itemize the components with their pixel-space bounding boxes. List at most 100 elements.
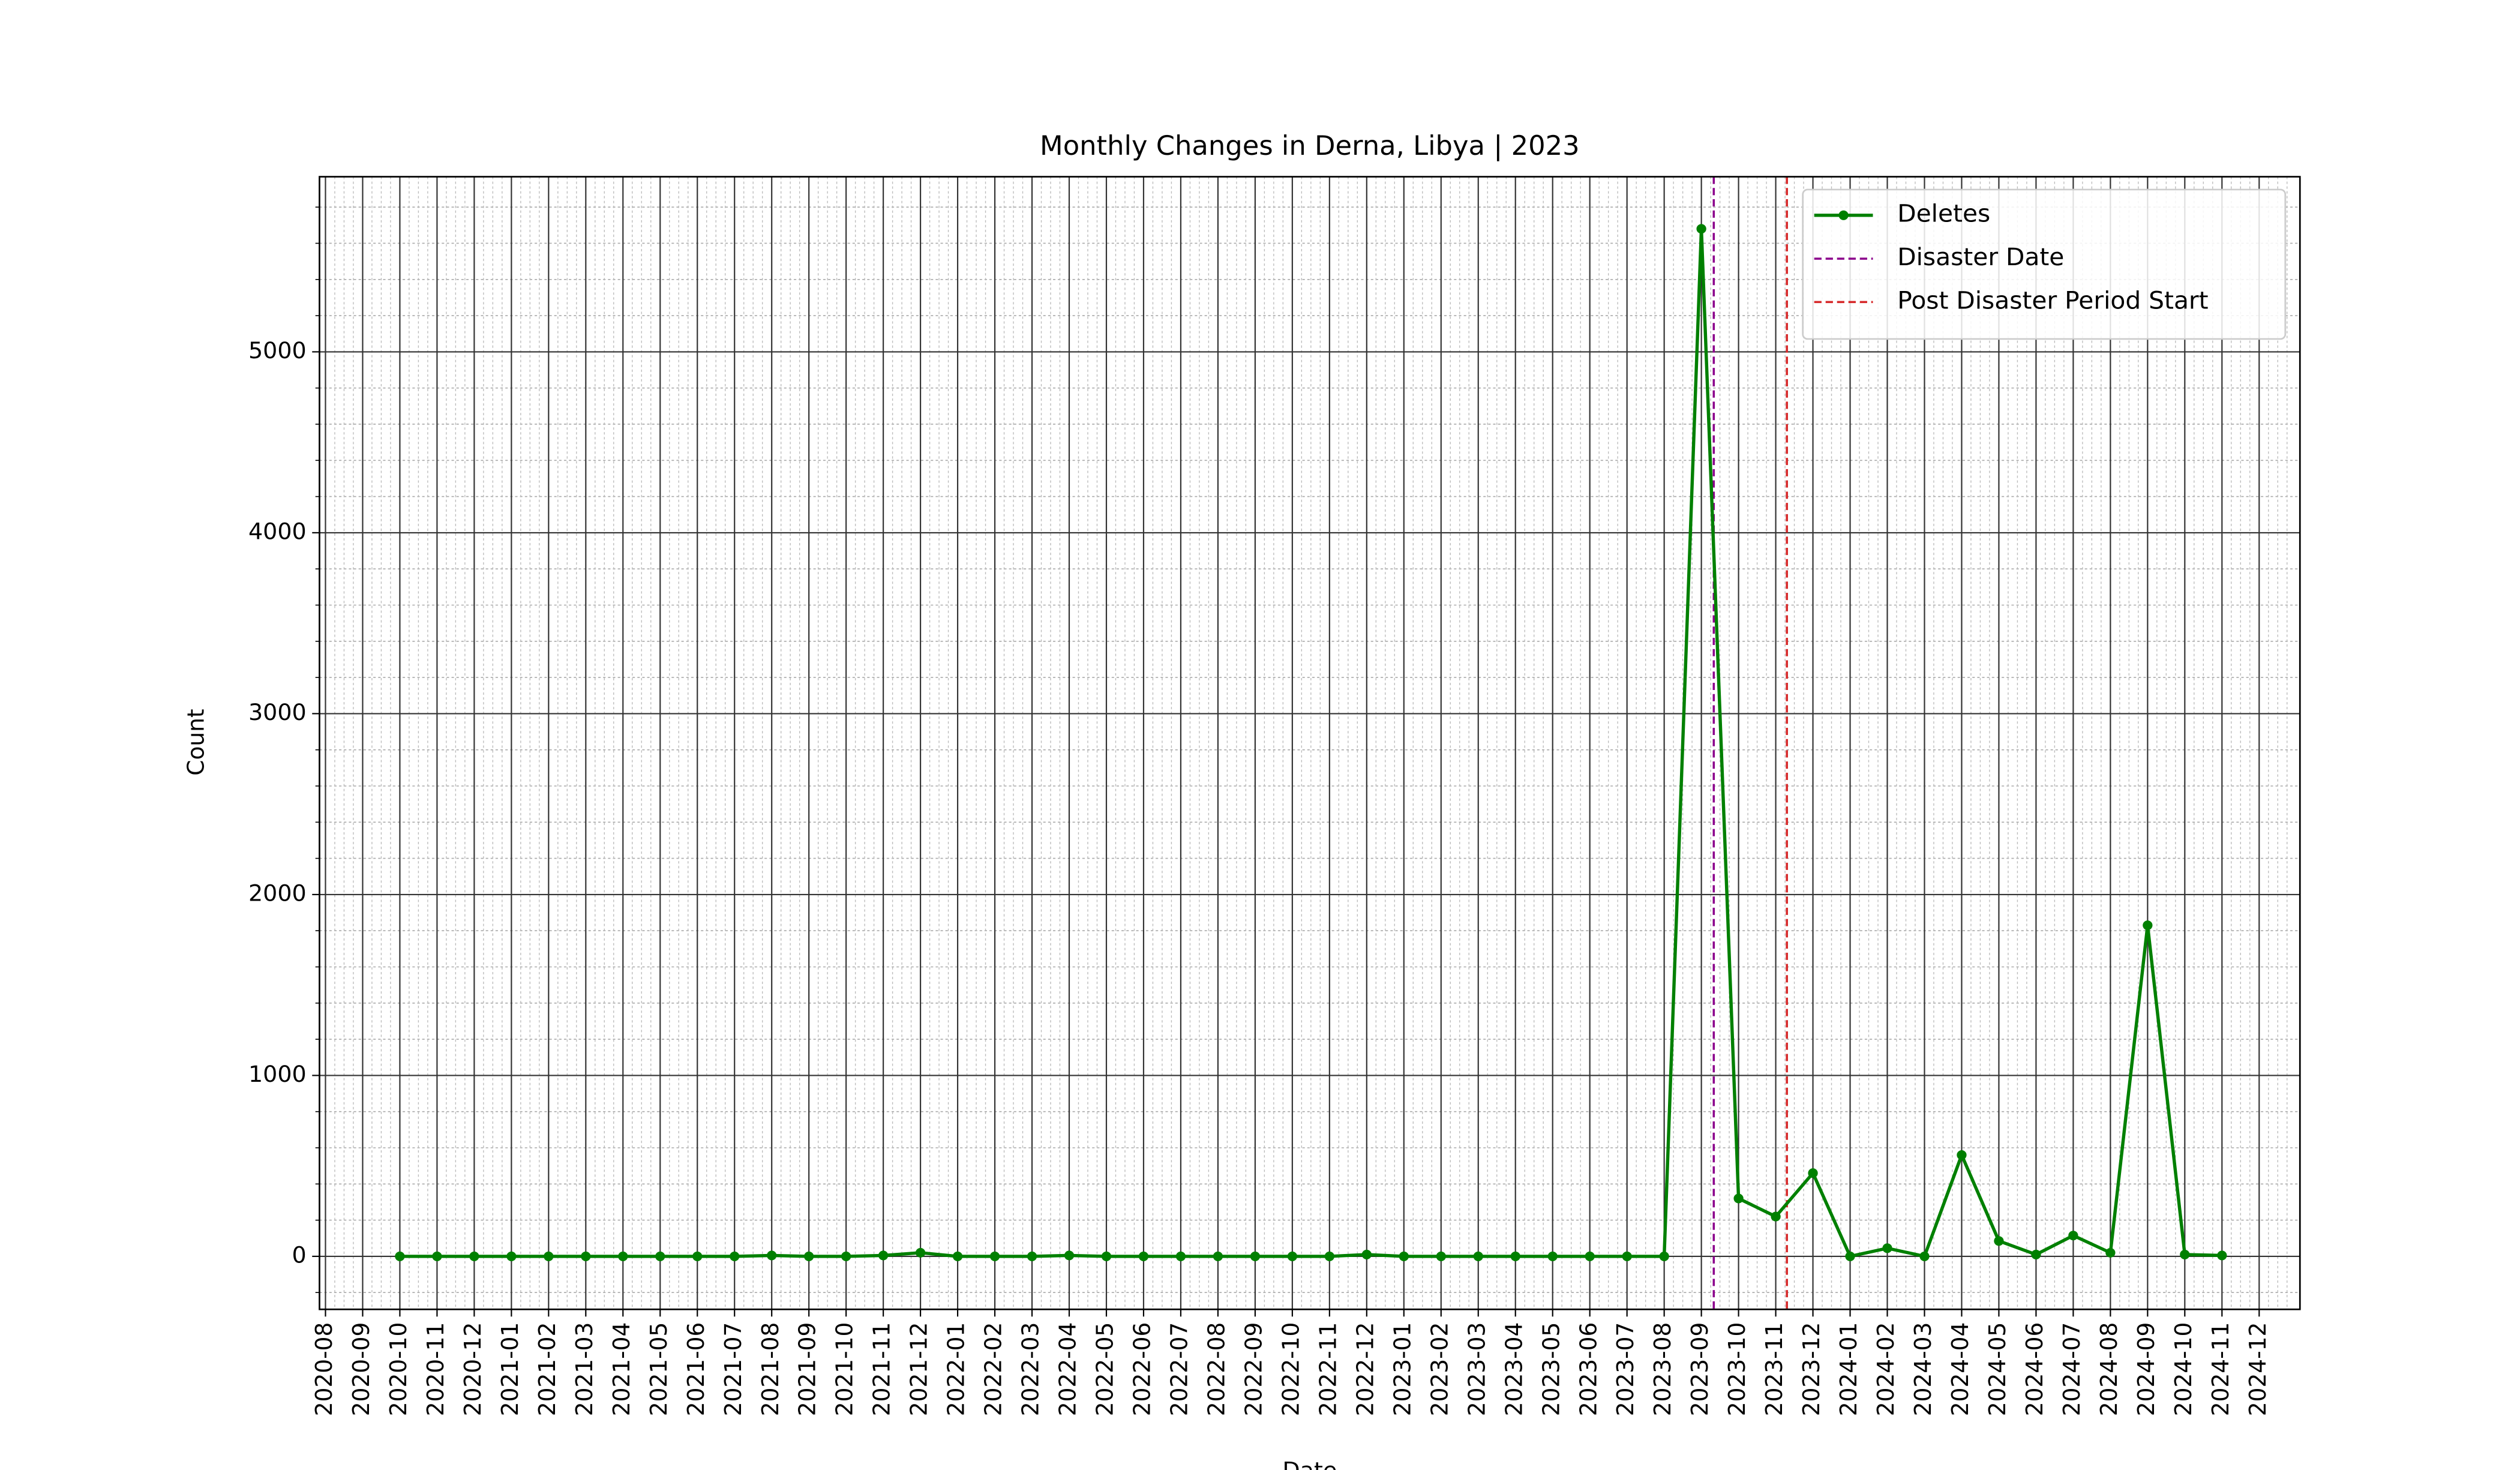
legend-label: Deletes [1897,199,1990,228]
x-tick-label: 2024-08 [2096,1322,2122,1417]
x-tick-label: 2022-11 [1315,1322,1341,1417]
data-point [2180,1249,2190,1259]
data-point [1287,1251,1298,1261]
x-axis-label: Date [1282,1457,1337,1470]
x-tick-label: 2022-04 [1054,1322,1081,1417]
data-point [1659,1251,1669,1261]
x-tick-label: 2024-01 [1835,1322,1862,1417]
data-point [1436,1251,1446,1261]
x-tick-label: 2021-11 [868,1322,895,1417]
x-tick-label: 2023-06 [1575,1322,1601,1417]
x-tick-label: 2024-04 [1947,1322,1973,1417]
legend-marker [1838,210,1849,220]
data-point [1733,1193,1744,1204]
data-point [1882,1243,1892,1253]
x-tick-label: 2022-03 [1017,1322,1043,1417]
data-point [1622,1251,1632,1261]
data-point [395,1251,405,1261]
data-point [767,1250,777,1261]
data-point [1138,1251,1149,1261]
y-tick-label: 0 [292,1242,307,1268]
data-point [692,1251,703,1261]
x-tick-label: 2022-10 [1277,1322,1304,1417]
x-tick-label: 2022-12 [1352,1322,1378,1417]
data-point [841,1251,851,1261]
x-tick-label: 2021-06 [683,1322,709,1417]
data-point [1473,1251,1483,1261]
chart-title: Monthly Changes in Derna, Libya | 2023 [1040,131,1580,162]
x-tick-label: 2022-01 [943,1322,969,1417]
data-point [655,1251,665,1261]
data-point [581,1251,591,1261]
data-point [1213,1251,1223,1261]
x-tick-label: 2023-11 [1761,1322,1787,1417]
data-point [2217,1250,2227,1261]
data-point [1175,1251,1186,1261]
legend-label: Disaster Date [1897,242,2064,271]
x-tick-label: 2023-12 [1798,1322,1825,1417]
x-tick-label: 2021-09 [794,1322,820,1417]
x-tick-label: 2021-12 [905,1322,932,1417]
x-tick-label: 2023-07 [1612,1322,1639,1417]
data-point [1101,1251,1112,1261]
data-point [1250,1251,1261,1261]
axes-frame [319,176,2301,1310]
data-point [1808,1168,1818,1178]
x-tick-label: 2021-01 [497,1322,523,1417]
x-tick-label: 2021-05 [646,1322,672,1417]
data-point [2143,920,2153,931]
x-tick-label: 2020-09 [348,1322,374,1417]
x-tick-label: 2024-10 [2170,1322,2197,1417]
data-point [1547,1251,1558,1261]
x-tick-label: 2021-02 [534,1322,560,1417]
x-tick-label: 2024-02 [1873,1322,1899,1417]
x-tick-label: 2022-06 [1129,1322,1155,1417]
data-point [506,1251,517,1261]
x-tick-label: 2023-01 [1389,1322,1415,1417]
x-tick-label: 2021-04 [608,1322,635,1417]
data-point [1585,1251,1595,1261]
data-point [1919,1251,1930,1261]
y-tick-label: 2000 [248,880,307,907]
data-point [432,1251,442,1261]
x-tick-label: 2024-03 [1910,1322,1936,1417]
data-point [989,1251,1000,1261]
x-tick-label: 2024-05 [1984,1322,2011,1417]
y-tick-label: 4000 [248,518,307,545]
x-tick-label: 2023-04 [1501,1322,1527,1417]
x-tick-label: 2021-10 [831,1322,857,1417]
data-point [804,1251,814,1261]
data-point [1361,1249,1372,1259]
legend-box [1802,188,2287,340]
y-tick-label: 5000 [248,337,307,364]
x-tick-label: 2024-11 [2207,1322,2234,1417]
x-tick-label: 2023-10 [1724,1322,1750,1417]
data-point [1510,1251,1520,1261]
x-tick-label: 2024-12 [2245,1322,2271,1417]
data-point [2068,1231,2078,1241]
y-tick-label: 3000 [248,699,307,725]
data-line [400,227,2222,1258]
data-point [544,1251,554,1261]
data-point [2105,1247,2116,1258]
x-tick-label: 2023-02 [1426,1322,1453,1417]
data-point [2031,1249,2041,1259]
data-point [1771,1211,1781,1222]
x-tick-label: 2023-03 [1463,1322,1490,1417]
x-tick-label: 2021-07 [720,1322,746,1417]
legend-label: Post Disaster Period Start [1897,286,2208,315]
data-point [730,1251,740,1261]
data-point [1027,1251,1037,1261]
x-tick-label: 2020-11 [422,1322,449,1417]
data-point [952,1251,963,1261]
x-tick-label: 2023-09 [1687,1322,1713,1417]
data-point [1994,1236,2004,1246]
x-tick-label: 2021-03 [571,1322,598,1417]
data-point [1064,1250,1075,1261]
y-axis-label: Count [182,709,209,775]
x-tick-label: 2022-09 [1240,1322,1267,1417]
x-tick-label: 2020-08 [311,1322,337,1417]
x-tick-label: 2024-06 [2021,1322,2048,1417]
x-tick-label: 2024-07 [2059,1322,2085,1417]
